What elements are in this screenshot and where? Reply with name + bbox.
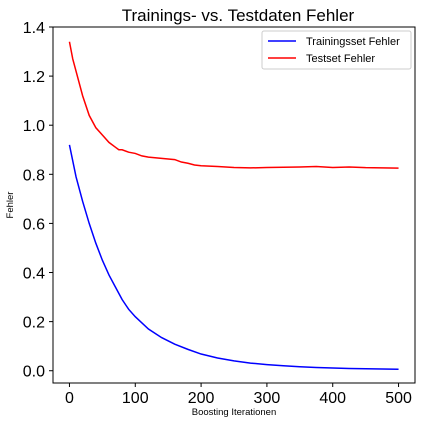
y-tick-label: 1.2: [23, 69, 45, 86]
y-tick-label: 0.2: [23, 315, 45, 332]
plot-frame: [52, 26, 416, 384]
x-tick-label: 400: [319, 390, 346, 407]
chart-title: Trainings- vs. Testdaten Fehler: [122, 6, 355, 25]
x-tick-label: 200: [188, 390, 215, 407]
series-line-1: [68, 41, 399, 169]
y-axis-label: Fehler: [5, 192, 16, 219]
x-tick-label: 300: [254, 390, 281, 407]
legend: Trainingsset Fehler Testset Fehler: [261, 30, 412, 70]
legend-label-test: Testset Fehler: [306, 53, 375, 65]
series-layer: [68, 41, 399, 370]
legend-label-training: Trainingsset Fehler: [306, 36, 400, 48]
y-tick-label: 1.0: [23, 118, 45, 135]
y-tick-label: 1.4: [23, 20, 45, 37]
y-tick-label: 0.6: [23, 216, 45, 233]
y-tick-label: 0.0: [23, 364, 45, 381]
ticks-layer: 0 100 200 300 400 500 0.0 0.2 0.4 0.6 0.8 1.0 1.2 1.4: [23, 20, 412, 407]
y-tick-label: 0.4: [23, 266, 45, 283]
x-tick-label: 0: [65, 390, 74, 407]
x-tick-label: 500: [385, 390, 412, 407]
x-tick-label: 100: [122, 390, 149, 407]
x-axis-label: Boosting Iterationen: [192, 407, 277, 418]
y-tick-label: 0.8: [23, 167, 45, 184]
series-line-0: [68, 144, 399, 370]
legend-box: [261, 30, 412, 70]
